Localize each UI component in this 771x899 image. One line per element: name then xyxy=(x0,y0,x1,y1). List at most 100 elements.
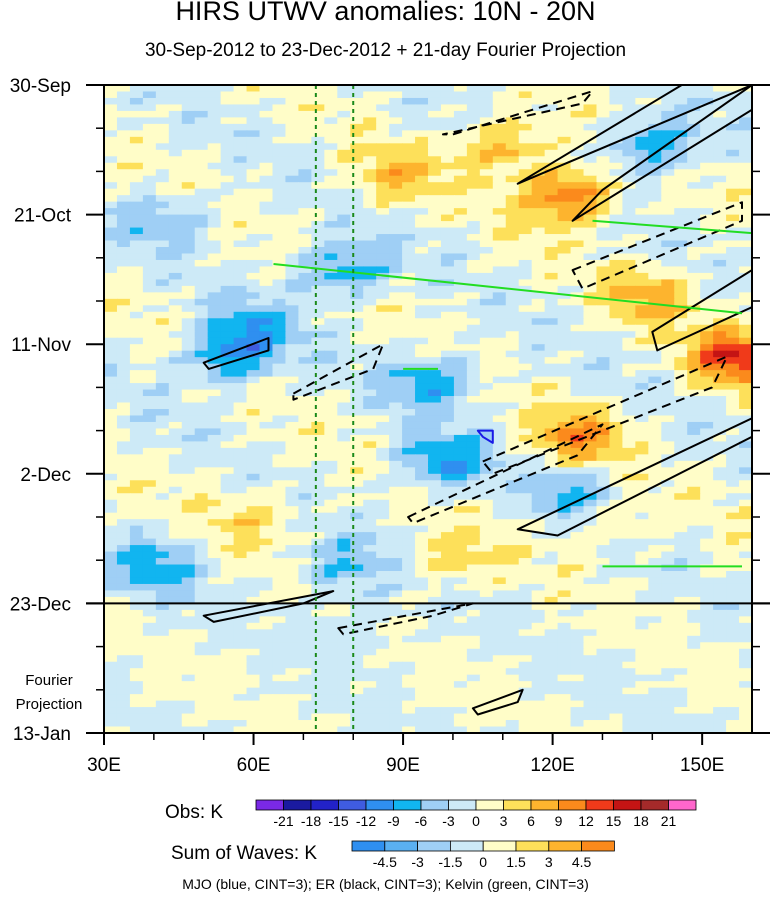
field-cell xyxy=(557,707,572,715)
field-cell xyxy=(155,136,170,144)
field-cell xyxy=(492,214,507,222)
field-cell xyxy=(259,545,274,553)
field-cell xyxy=(194,519,209,527)
field-cell xyxy=(129,622,144,630)
field-cell xyxy=(415,214,429,222)
field-cell xyxy=(726,661,740,669)
field-cell xyxy=(363,195,377,203)
field-cell xyxy=(739,240,752,248)
field-cell xyxy=(492,221,507,229)
field-cell xyxy=(389,175,403,183)
field-cell xyxy=(635,415,649,423)
field-cell xyxy=(142,376,157,384)
field-cell xyxy=(700,370,714,378)
field-cell xyxy=(142,428,157,436)
field-cell xyxy=(259,473,274,481)
field-cell xyxy=(337,635,351,643)
field-cell xyxy=(505,421,520,430)
field-cell xyxy=(479,221,494,229)
field-cell xyxy=(142,324,157,332)
field-cell xyxy=(246,143,261,151)
field-cell xyxy=(739,376,752,384)
field-cell xyxy=(207,324,222,332)
field-cell xyxy=(285,162,299,170)
field-cell xyxy=(622,629,636,637)
field-cell xyxy=(518,648,533,656)
field-cell xyxy=(570,421,585,430)
field-cell xyxy=(596,421,611,430)
field-cell xyxy=(531,441,546,449)
field-cell xyxy=(298,616,312,624)
field-cell xyxy=(687,622,701,630)
field-cell xyxy=(220,240,235,248)
field-cell xyxy=(350,247,364,255)
field-cell xyxy=(129,396,144,404)
field-cell xyxy=(129,357,144,365)
field-cell xyxy=(557,266,572,274)
field-cell xyxy=(752,500,766,507)
field-cell xyxy=(570,499,585,507)
field-cell xyxy=(259,415,274,423)
field-cell xyxy=(544,149,559,157)
field-cell xyxy=(713,441,727,449)
field-cell xyxy=(531,713,546,721)
field-cell xyxy=(168,175,183,183)
field-cell xyxy=(505,506,520,514)
field-cell xyxy=(466,279,481,287)
field-cell xyxy=(259,428,274,436)
field-cell xyxy=(518,389,533,397)
field-cell xyxy=(259,201,274,209)
field-cell xyxy=(220,123,235,131)
field-cell xyxy=(363,156,377,164)
field-cell xyxy=(402,85,416,93)
field-cell xyxy=(428,195,442,203)
field-cell xyxy=(116,311,131,319)
field-cell xyxy=(129,428,144,436)
field-cell xyxy=(674,175,688,183)
field-cell xyxy=(337,545,351,553)
field-cell xyxy=(453,305,468,313)
field-cell xyxy=(168,344,183,352)
field-cell xyxy=(726,681,740,689)
field-cell xyxy=(700,506,714,514)
field-cell xyxy=(752,629,766,636)
field-cell xyxy=(389,266,403,274)
field-cell xyxy=(609,415,623,423)
field-cell xyxy=(104,175,118,183)
field-cell xyxy=(116,409,131,417)
field-cell xyxy=(415,616,429,624)
field-cell xyxy=(674,551,688,559)
field-cell xyxy=(246,136,261,144)
field-cell xyxy=(531,532,546,540)
field-cell xyxy=(246,285,261,293)
field-cell xyxy=(713,305,727,313)
field-cell xyxy=(155,227,170,235)
field-cell xyxy=(557,117,572,125)
field-cell xyxy=(505,117,520,125)
field-cell xyxy=(700,149,714,157)
field-cell xyxy=(570,512,585,520)
field-cell xyxy=(648,318,662,326)
field-cell xyxy=(168,512,183,520)
field-cell xyxy=(544,331,559,339)
field-cell xyxy=(609,136,623,144)
field-cell xyxy=(233,558,248,566)
field-cell xyxy=(739,635,752,643)
field-cell xyxy=(428,357,442,365)
field-cell xyxy=(544,234,559,242)
field-cell xyxy=(285,221,299,229)
field-cell xyxy=(466,292,481,300)
field-cell xyxy=(181,447,196,455)
field-cell xyxy=(363,370,377,378)
field-cell xyxy=(661,214,675,222)
field-cell xyxy=(609,117,623,125)
field-cell xyxy=(246,123,261,131)
field-cell xyxy=(544,713,559,721)
field-cell xyxy=(285,499,299,507)
field-cell xyxy=(350,506,364,514)
field-cell xyxy=(272,629,287,637)
field-cell xyxy=(557,409,572,417)
field-cell xyxy=(259,583,274,592)
field-cell xyxy=(428,363,442,371)
field-cell xyxy=(104,532,118,540)
